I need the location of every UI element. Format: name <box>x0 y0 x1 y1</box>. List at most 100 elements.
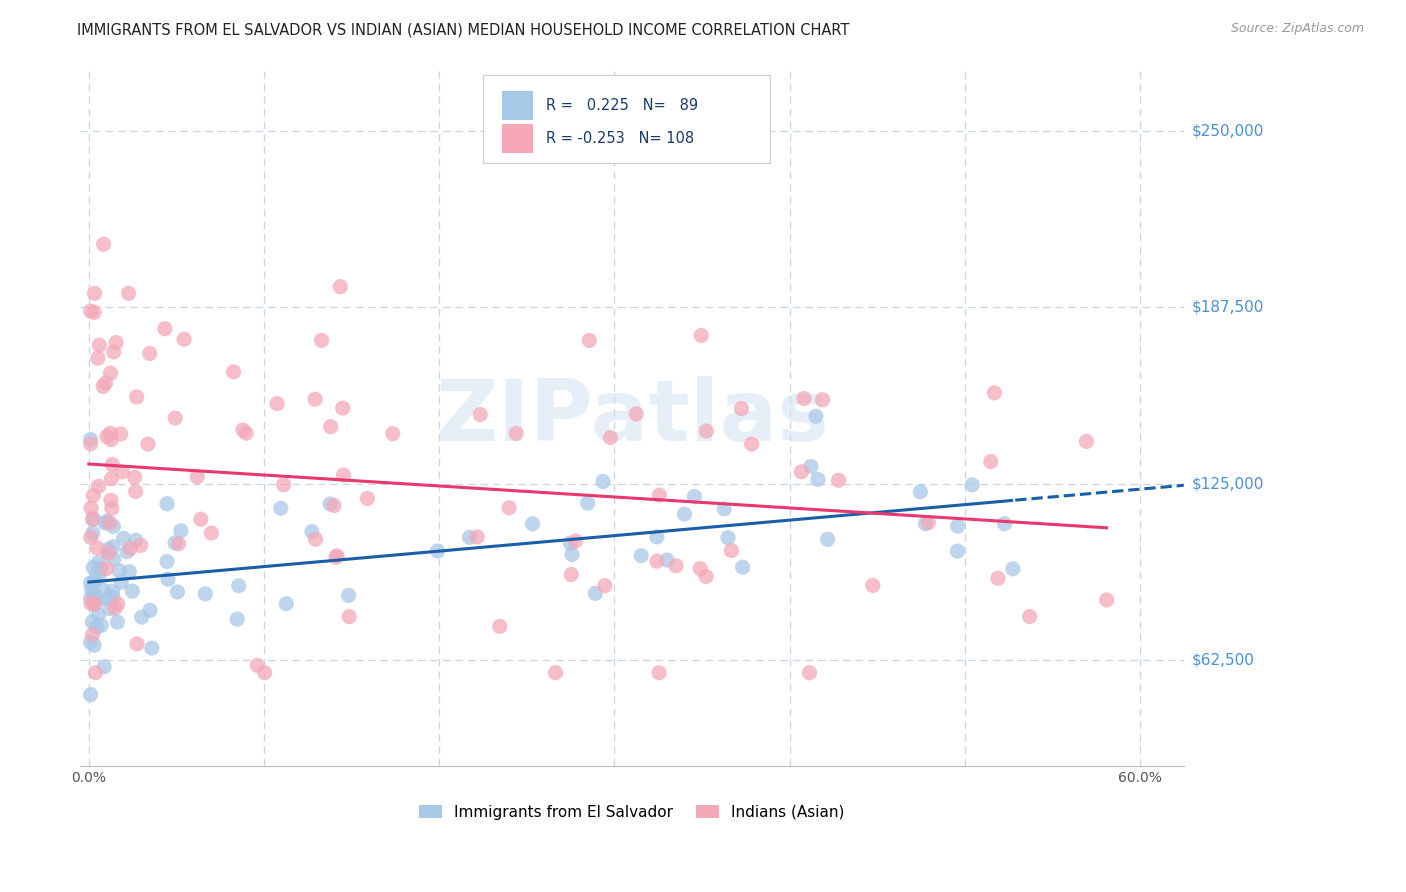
Point <box>156 572 179 586</box>
Point <box>97 542 120 557</box>
Point <box>235 426 257 441</box>
Legend: Immigrants from El Salvador, Indians (Asian): Immigrants from El Salvador, Indians (As… <box>415 800 849 824</box>
FancyBboxPatch shape <box>482 76 770 162</box>
Point <box>98 601 121 615</box>
Point <box>329 279 352 293</box>
Point <box>87 555 110 569</box>
Point <box>232 423 254 437</box>
Point <box>326 549 349 563</box>
Point <box>226 612 249 626</box>
Point <box>983 385 1005 400</box>
Point <box>827 473 849 487</box>
Point <box>108 564 131 578</box>
Point <box>153 322 176 336</box>
Point <box>325 550 347 565</box>
Point <box>103 519 125 533</box>
Point <box>592 475 614 489</box>
Point <box>83 638 105 652</box>
Point <box>980 454 1002 468</box>
Point <box>141 641 163 656</box>
Point <box>807 472 830 486</box>
Point <box>83 597 105 611</box>
Point <box>655 553 678 567</box>
Point <box>87 592 110 607</box>
Point <box>1018 609 1040 624</box>
Text: $187,500: $187,500 <box>1192 300 1264 315</box>
Point <box>120 541 142 556</box>
Point <box>101 591 124 605</box>
Point <box>800 459 823 474</box>
Point <box>87 570 110 584</box>
Point <box>170 524 193 538</box>
Point <box>578 334 600 348</box>
Point <box>82 628 104 642</box>
Point <box>125 637 148 651</box>
Point <box>689 561 711 575</box>
Point <box>93 583 115 598</box>
Point <box>304 392 326 407</box>
Text: R =   0.225   N=   89: R = 0.225 N= 89 <box>546 98 697 113</box>
Point <box>311 334 333 348</box>
Text: $250,000: $250,000 <box>1192 123 1264 138</box>
Point <box>79 304 101 318</box>
Point <box>111 465 134 479</box>
Point <box>356 491 378 506</box>
Point <box>98 426 121 441</box>
Point <box>717 531 740 545</box>
Point <box>80 582 103 597</box>
Point <box>86 541 108 555</box>
Text: R = -0.253   N= 108: R = -0.253 N= 108 <box>546 131 695 145</box>
Point <box>583 586 606 600</box>
Point <box>82 512 104 526</box>
Point <box>645 554 668 568</box>
Point <box>82 511 104 525</box>
Point <box>811 392 834 407</box>
Point <box>465 530 488 544</box>
Text: ZIPatlas: ZIPatlas <box>434 376 828 458</box>
Point <box>156 554 179 568</box>
Point <box>987 571 1010 585</box>
Point <box>337 609 360 624</box>
Point <box>793 392 815 406</box>
Point <box>100 501 122 516</box>
Point <box>910 484 932 499</box>
Point <box>381 426 404 441</box>
Point <box>470 408 492 422</box>
Text: IMMIGRANTS FROM EL SALVADOR VS INDIAN (ASIAN) MEDIAN HOUSEHOLD INCOME CORRELATIO: IMMIGRANTS FROM EL SALVADOR VS INDIAN (A… <box>77 22 849 37</box>
Point <box>107 597 129 611</box>
Point <box>94 516 117 530</box>
Point <box>194 587 217 601</box>
Point <box>97 546 120 560</box>
Point <box>79 437 101 451</box>
Point <box>319 497 342 511</box>
Point <box>673 507 696 521</box>
Point <box>103 552 125 566</box>
Point <box>1001 562 1024 576</box>
Point <box>79 591 101 605</box>
Point <box>86 620 108 634</box>
Point <box>82 526 104 541</box>
Point <box>97 545 120 559</box>
Point <box>790 465 813 479</box>
Point <box>200 526 222 541</box>
Point <box>96 515 118 529</box>
Point <box>630 549 652 563</box>
Point <box>645 530 668 544</box>
Point <box>125 390 148 404</box>
Point <box>946 544 969 558</box>
Point <box>741 437 763 451</box>
Point <box>96 561 118 575</box>
Point <box>82 560 104 574</box>
Point <box>304 533 326 547</box>
Point <box>84 665 107 680</box>
Point <box>110 575 132 590</box>
Point <box>665 558 688 573</box>
Point <box>270 501 292 516</box>
Point <box>83 598 105 612</box>
Point <box>914 516 936 531</box>
Point <box>173 332 195 346</box>
Point <box>561 548 583 562</box>
Point <box>93 660 115 674</box>
Point <box>804 409 827 424</box>
Point <box>917 516 939 530</box>
